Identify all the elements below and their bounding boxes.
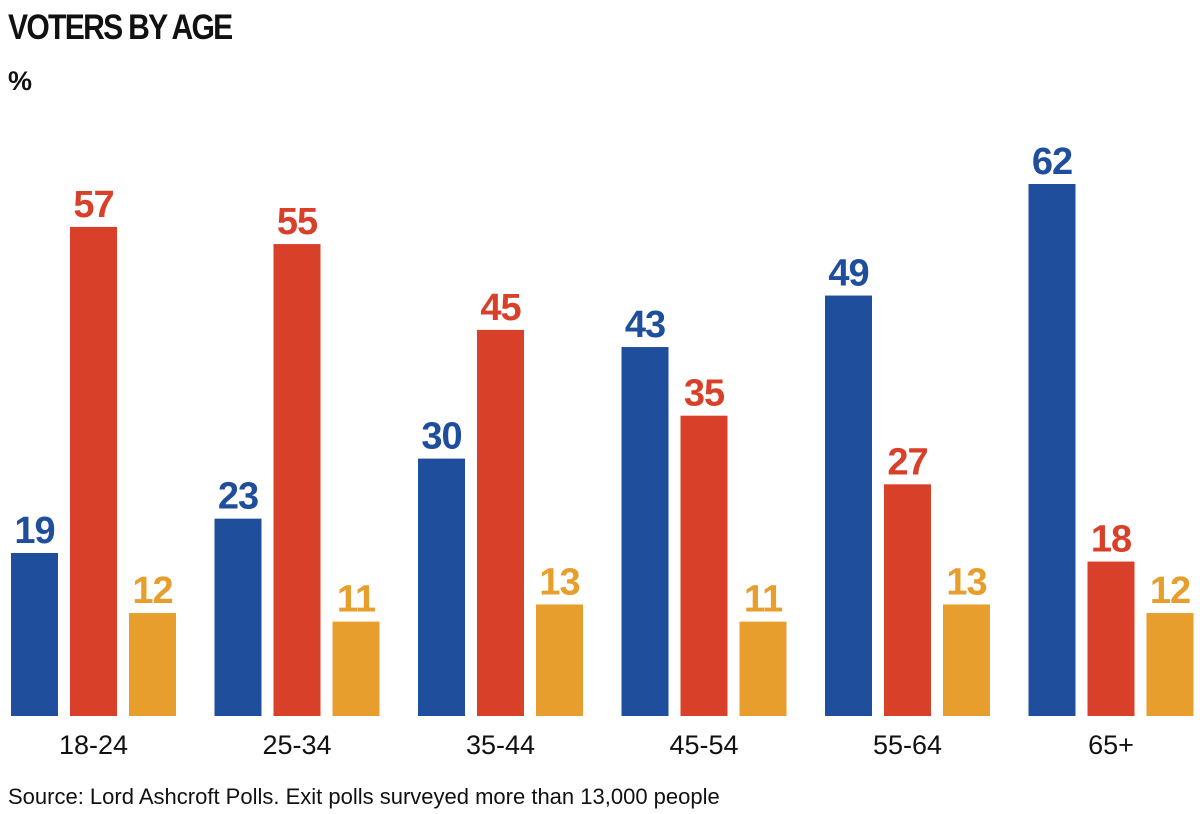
- value-label-18-24-series-1: 19: [14, 510, 54, 552]
- value-label-45-54-series-2: 35: [684, 373, 725, 415]
- bar-25-34-series-3: [332, 621, 380, 716]
- chart-source-note: Source: Lord Ashcroft Polls. Exit polls …: [8, 784, 720, 809]
- bar-18-24-series-3: [129, 613, 176, 716]
- value-label-35-44-series-1: 30: [421, 416, 461, 458]
- value-label-18-24-series-2: 57: [73, 184, 113, 226]
- bar-45-54-series-2: [680, 415, 728, 716]
- value-label-65+-series-3: 12: [1150, 570, 1190, 612]
- category-tick-label: 45-54: [669, 730, 738, 760]
- bar-35-44-series-3: [536, 604, 583, 716]
- value-label-55-64-series-1: 49: [828, 253, 868, 295]
- bar-55-64-series-1: [825, 295, 872, 716]
- bar-18-24-series-2: [70, 226, 117, 716]
- bar-45-54-series-3: [739, 621, 787, 716]
- category-tick-label: 18-24: [59, 730, 128, 760]
- bar-35-44-series-1: [418, 458, 465, 716]
- value-label-35-44-series-2: 45: [480, 287, 521, 329]
- bar-25-34-series-1: [214, 518, 262, 716]
- bar-55-64-series-2: [884, 484, 931, 716]
- value-label-35-44-series-3: 13: [539, 561, 579, 603]
- category-tick-label: 65+: [1088, 730, 1134, 760]
- chart-title: VOTERS BY AGE: [8, 8, 233, 47]
- value-label-55-64-series-2: 27: [887, 441, 927, 483]
- value-label-45-54-series-3: 11: [744, 579, 783, 621]
- value-label-65+-series-1: 62: [1032, 141, 1072, 183]
- bar-65+-series-1: [1028, 184, 1076, 716]
- value-label-45-54-series-1: 43: [625, 304, 665, 346]
- bar-55-64-series-3: [943, 604, 990, 716]
- value-label-25-34-series-1: 23: [218, 476, 258, 518]
- category-tick-label: 55-64: [873, 730, 942, 760]
- category-ticks-layer: 18-24 25-34 35-44 45-54 55-64 65+: [59, 730, 1134, 760]
- value-label-25-34-series-3: 11: [337, 579, 376, 621]
- bar-25-34-series-2: [273, 244, 321, 716]
- category-tick-label: 35-44: [466, 730, 535, 760]
- bar-45-54-series-1: [621, 347, 669, 716]
- value-label-65+-series-2: 18: [1091, 519, 1131, 561]
- category-tick-label: 25-34: [262, 730, 331, 760]
- bar-18-24-series-1: [11, 552, 58, 716]
- value-labels-layer: 19 57 12 23 55 11 30 45 13 43 35 11 49 27 13 62 18 12: [14, 141, 1191, 621]
- bar-65+-series-2: [1087, 561, 1135, 716]
- chart-unit-label: %: [8, 66, 33, 96]
- value-label-55-64-series-3: 13: [946, 561, 986, 603]
- bar-35-44-series-2: [477, 329, 524, 716]
- bars-layer: [11, 184, 1194, 716]
- value-label-25-34-series-2: 55: [277, 201, 318, 243]
- value-label-18-24-series-3: 12: [132, 570, 172, 612]
- bar-65+-series-3: [1146, 613, 1194, 716]
